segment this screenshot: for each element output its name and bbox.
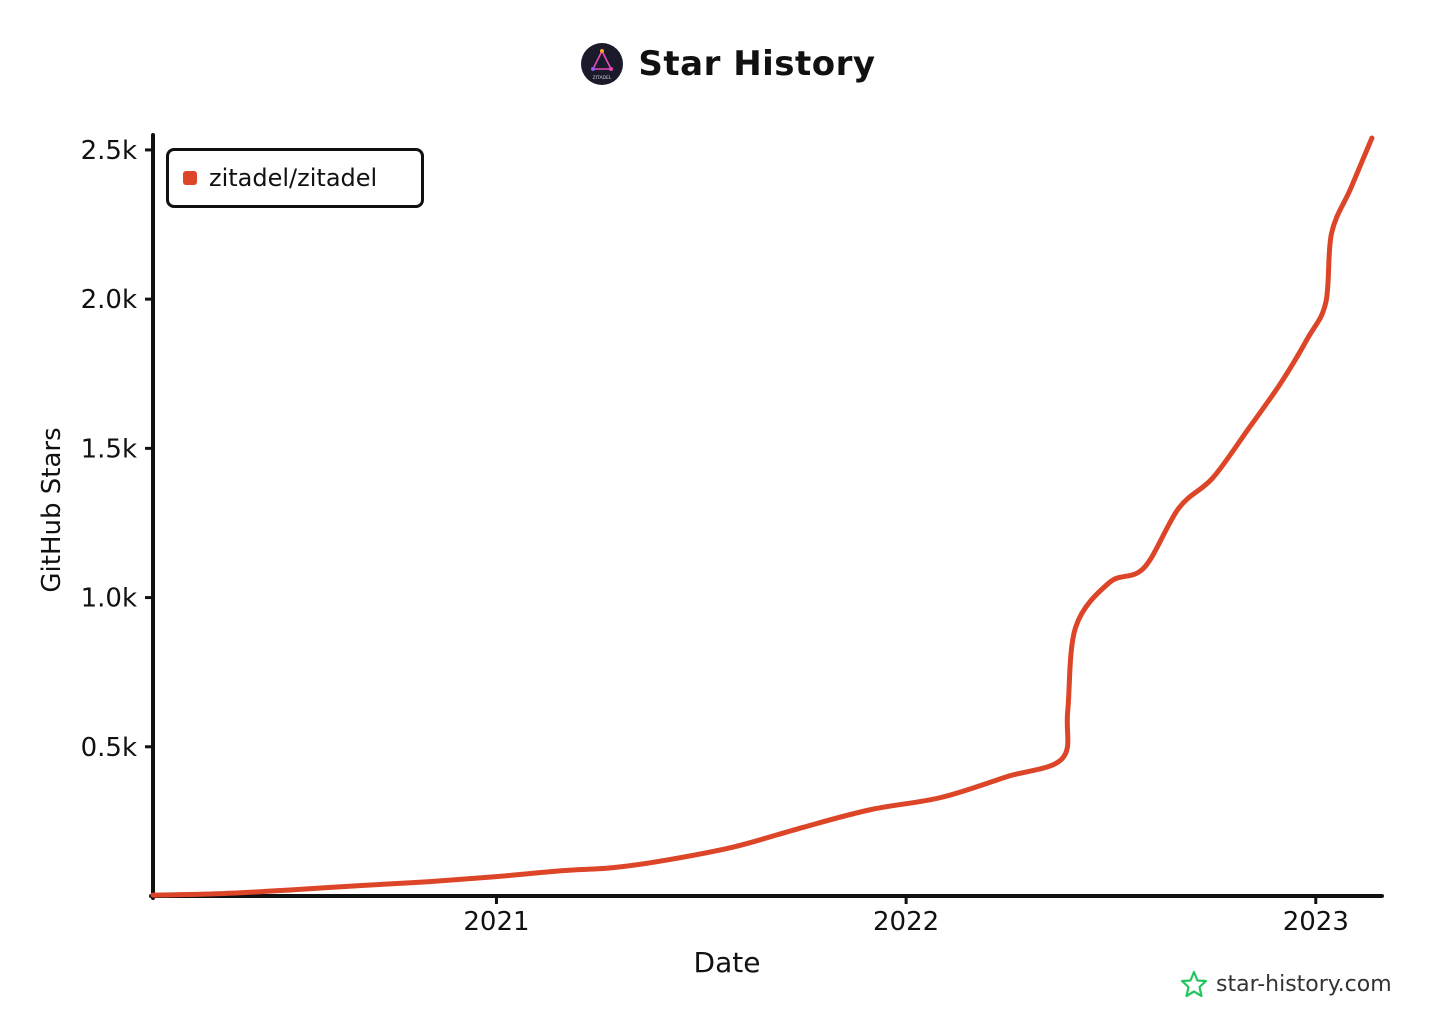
chart-header: ZITADEL Star History [0, 36, 1456, 92]
x-tick-label: 2023 [1283, 907, 1349, 937]
star-history-icon [1180, 970, 1208, 998]
y-axis-label: GitHub Stars [37, 427, 67, 593]
legend-label: zitadel/zitadel [209, 164, 378, 192]
x-axis-label: Date [693, 946, 761, 979]
y-tick-label: 2.0k [81, 285, 137, 315]
chart-title: Star History [638, 44, 876, 84]
chart-ticks: 0.5k 1.0k 1.5k 2.0k 2.5k 2021 2022 2023 [81, 136, 1349, 937]
watermark-text: star-history.com [1216, 971, 1392, 997]
chart-axes [149, 133, 1384, 900]
chart-lines [150, 135, 1375, 898]
zitadel-logo-icon: ZITADEL [581, 43, 624, 85]
x-tick-label: 2021 [463, 907, 529, 937]
logo-text: ZITADEL [593, 75, 612, 81]
chart-legend: zitadel/zitadel [166, 148, 424, 208]
legend-swatch [183, 171, 197, 185]
y-tick-label: 0.5k [81, 733, 137, 763]
y-tick-label: 1.0k [81, 584, 137, 614]
y-tick-label: 2.5k [81, 136, 137, 166]
x-tick-label: 2022 [873, 907, 939, 937]
series-line [150, 135, 1375, 898]
y-tick-label: 1.5k [81, 434, 137, 464]
watermark[interactable]: star-history.com [1180, 970, 1392, 998]
